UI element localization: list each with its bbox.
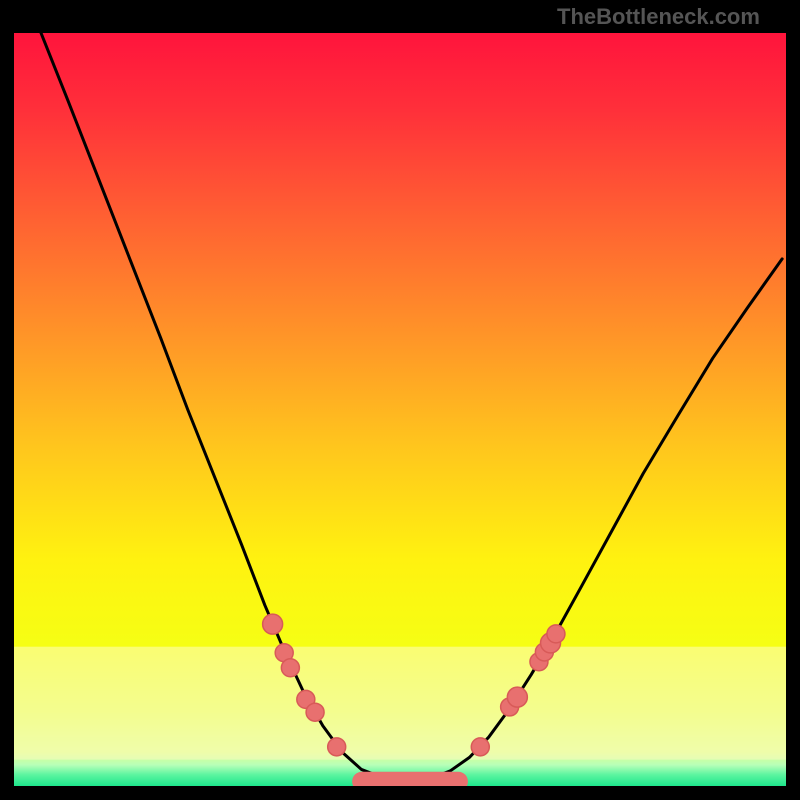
circle-element — [328, 738, 346, 756]
chart-frame: TheBottleneck.com — [0, 0, 800, 800]
circle-element — [281, 659, 299, 677]
circle-element — [507, 687, 527, 707]
rect-element — [352, 772, 468, 786]
rect-element — [14, 647, 786, 760]
watermark-text: TheBottleneck.com — [557, 4, 760, 30]
plot-area — [14, 33, 786, 786]
circle-element — [263, 614, 283, 634]
circle-element — [471, 738, 489, 756]
circle-element — [306, 703, 324, 721]
circle-element — [547, 625, 565, 643]
bottleneck-curve-chart — [14, 33, 786, 786]
